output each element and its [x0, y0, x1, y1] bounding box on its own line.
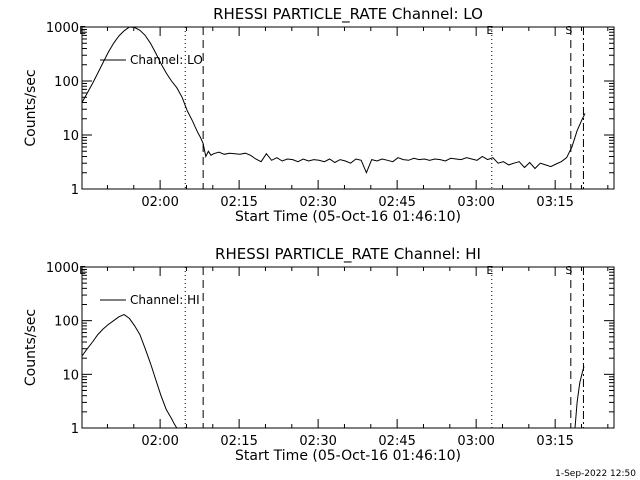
legend-label: Channel: LO: [130, 53, 203, 67]
hi-channel-plot: RHESSI PARTICLE_RATE Channel: HI 02:00 02:…: [23, 245, 615, 464]
x-tick-label: 02:45: [378, 434, 415, 449]
x-tick-label: 02:30: [299, 434, 336, 449]
x-tick-label: 03:00: [457, 195, 494, 210]
x-tick-label: 02:15: [220, 195, 257, 210]
chart-title: RHESSI PARTICLE_RATE Channel: LO: [213, 5, 483, 24]
y-tick-label: 100: [54, 315, 79, 330]
x-tick-label: 02:00: [141, 195, 178, 210]
y-axis-label: Counts/sec: [23, 69, 39, 146]
series-line-0: [81, 314, 178, 429]
event-marker-label: E: [79, 264, 86, 277]
timestamp-footer: 1-Sep-2022 12:50: [555, 469, 636, 479]
y-tick-label: 10: [62, 368, 79, 383]
series-line-0: [81, 26, 586, 175]
y-tick-label: 1: [71, 183, 79, 198]
legend-label: Channel: HI: [130, 293, 200, 307]
x-tick-label: 03:15: [536, 434, 573, 449]
y-tick-label: 1: [71, 422, 79, 437]
series-line-1: [574, 366, 585, 429]
chart-title: RHESSI PARTICLE_RATE Channel: HI: [215, 245, 481, 264]
event-marker-label: E: [486, 264, 493, 277]
event-marker-label: E: [79, 24, 86, 37]
x-tick-label: 02:00: [141, 434, 178, 449]
plot-frame: [81, 26, 615, 190]
plot-frame: [81, 266, 615, 429]
lo-channel-plot: RHESSI PARTICLE_RATE Channel: LO 02:00 02:…: [23, 5, 615, 225]
x-tick-label: 02:30: [299, 195, 336, 210]
y-tick-label: 10: [62, 129, 79, 144]
x-tick-label: 03:00: [457, 434, 494, 449]
event-marker-label: S: [565, 264, 572, 277]
x-tick-label: 02:15: [220, 434, 257, 449]
y-tick-label: 1000: [46, 21, 79, 36]
y-tick-label: 1000: [46, 261, 79, 276]
y-axis-label: Counts/sec: [23, 309, 39, 386]
event-marker-label: E: [486, 24, 493, 37]
x-axis-label: Start Time (05-Oct-16 01:46:10): [235, 448, 461, 464]
x-tick-label: 02:45: [378, 195, 415, 210]
x-tick-label: 03:15: [536, 195, 573, 210]
event-marker-label: S: [565, 24, 572, 37]
x-axis-label: Start Time (05-Oct-16 01:46:10): [235, 209, 461, 225]
y-tick-label: 100: [54, 75, 79, 90]
